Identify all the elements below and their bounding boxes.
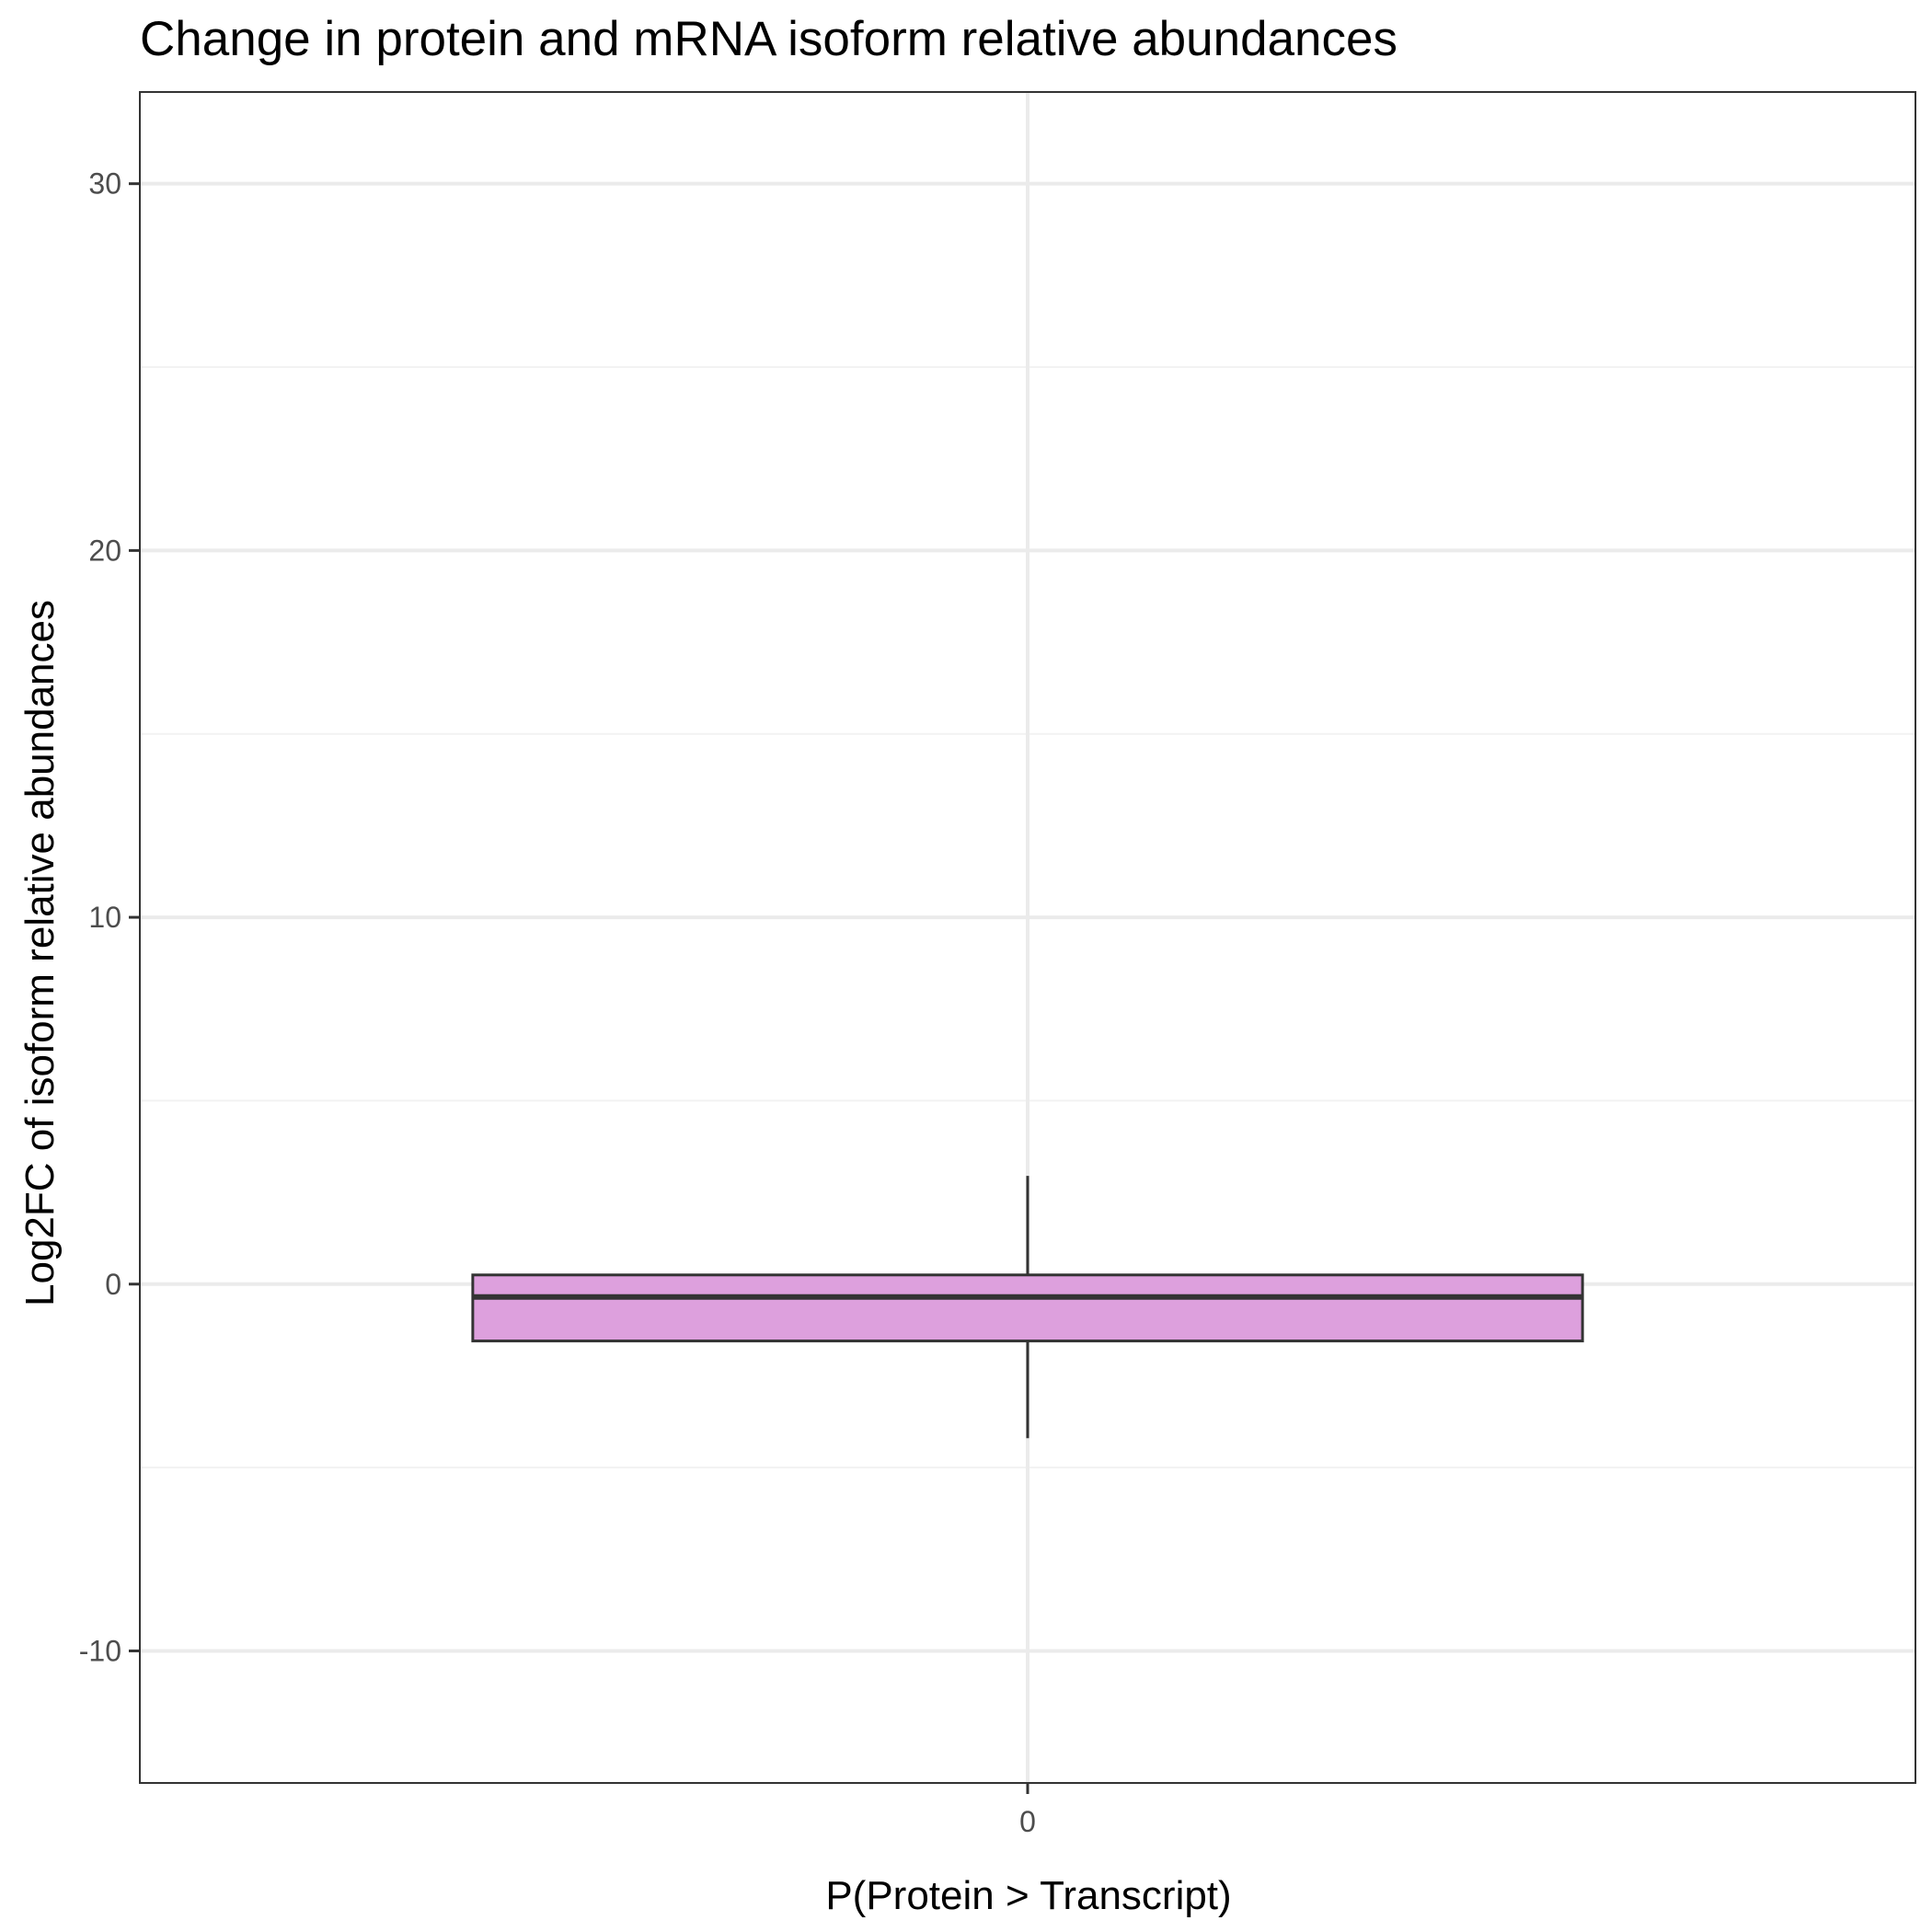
chart-title: Change in protein and mRNA isoform relat… [140, 12, 1397, 66]
grid-layer [140, 92, 1915, 1783]
y-tick-label: 20 [88, 534, 121, 567]
x-axis-title: P(Protein > Transcript) [825, 1873, 1231, 1918]
y-tick-label: 0 [105, 1268, 121, 1301]
x-tick-label: 0 [1019, 1805, 1036, 1838]
box-plot-marks [471, 1176, 1584, 1439]
axes: -10 0 10 20 30 0 [79, 167, 1036, 1838]
y-tick-label: -10 [79, 1634, 121, 1667]
y-axis-title: Log2FC of isoform relative abundances [17, 600, 63, 1306]
y-tick-label: 30 [88, 167, 121, 201]
y-tick-label: 10 [88, 901, 121, 934]
interquartile-box [471, 1273, 1584, 1343]
